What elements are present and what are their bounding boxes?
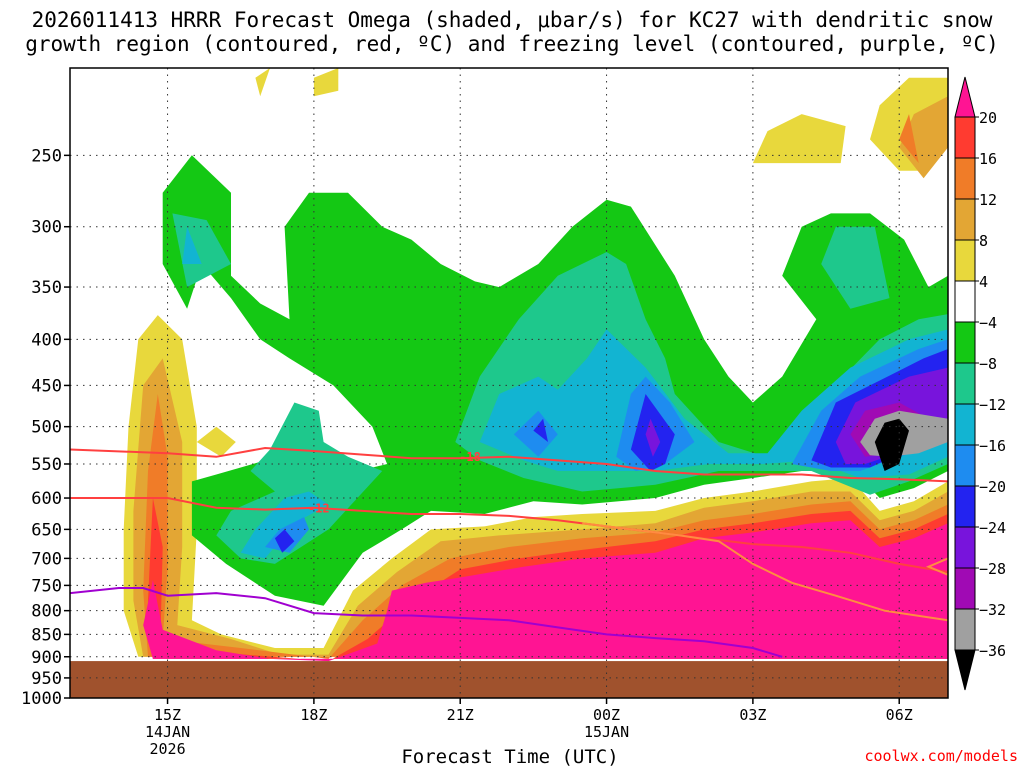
omega-fill--16-1	[513, 410, 558, 457]
y-tick-label: 250	[31, 146, 62, 166]
y-tick-label: 300	[31, 218, 62, 238]
colorbar-label: 20	[979, 109, 997, 127]
colorbar-label: −12	[979, 396, 1006, 414]
colorbar-box	[954, 444, 976, 487]
x-axis-title: Forecast Time (UTC)	[401, 746, 619, 768]
x-tick-label: 21Z	[447, 706, 474, 724]
x-tick-label: 00Z	[593, 706, 620, 724]
colorbar-box	[954, 280, 976, 323]
omega-fill-20-0	[143, 520, 948, 662]
colorbar-box	[954, 362, 976, 405]
temperature-contour-1	[70, 497, 948, 574]
temperature-contour-0	[70, 446, 948, 483]
omega-fill--36-0	[874, 418, 909, 471]
contour-lines	[70, 446, 948, 658]
omega-fill--24-0	[645, 418, 661, 457]
y-tick-label: 400	[31, 330, 62, 350]
colorbar-bottom-arrow	[954, 649, 976, 691]
colorbar-label: −8	[979, 355, 997, 373]
omega-fill-4-5	[313, 68, 339, 97]
x-tick-label: 15Z	[154, 706, 181, 724]
colorbar-box	[954, 239, 976, 282]
colorbar-box	[954, 116, 976, 159]
temperature-contour-4	[70, 587, 783, 658]
temperature-contour-label: -18	[459, 450, 481, 464]
omega-fill--12-2	[182, 226, 202, 264]
y-tick-label: 450	[31, 376, 62, 396]
y-tick-label: 800	[31, 602, 62, 622]
omega-fill--8-3	[821, 226, 890, 309]
y-tick-label: 750	[31, 576, 62, 596]
y-tick-label: 650	[31, 520, 62, 540]
chart-title-line-1: 2026011413 HRRR Forecast Omega (shaded, …	[31, 8, 993, 32]
colorbar-box	[954, 526, 976, 569]
temperature-contour-2	[582, 522, 948, 622]
y-tick-label: 950	[31, 669, 62, 689]
ground-layer	[70, 661, 948, 698]
colorbar-label: 16	[979, 150, 997, 168]
x-tick-label: 06Z	[886, 706, 913, 724]
omega-shading	[123, 68, 948, 662]
colorbar-label: −24	[979, 519, 1006, 537]
colorbar-box	[954, 157, 976, 200]
colorbar-box	[954, 485, 976, 528]
colorbar-label: −4	[979, 314, 997, 332]
colorbar-box	[954, 198, 976, 241]
y-tick-label: 350	[31, 278, 62, 298]
omega-fill-8-1	[899, 96, 948, 179]
colorbar-label: −36	[979, 642, 1006, 660]
colorbar-top-arrow	[954, 76, 976, 118]
y-tick-label: 1000	[21, 689, 62, 709]
colorbar-label: 12	[979, 191, 997, 209]
omega-fill-4-2	[752, 114, 846, 164]
omega-fill--20-0	[274, 529, 295, 553]
omega-fill--8-0	[216, 402, 383, 564]
x-tick-label: 2026	[149, 740, 185, 758]
colorbar-label: −16	[979, 437, 1006, 455]
y-tick-label: 850	[31, 625, 62, 645]
x-tick-label: 15JAN	[584, 723, 629, 741]
colorbar-label: −28	[979, 560, 1006, 578]
omega-fill-4-3	[196, 426, 236, 457]
y-tick-label: 500	[31, 418, 62, 438]
temperature-contour-3	[925, 557, 948, 576]
grid-lines	[70, 68, 948, 698]
ground-fill	[70, 661, 948, 698]
x-tick-label: 18Z	[300, 706, 327, 724]
colorbar-label: −20	[979, 478, 1006, 496]
omega-fill-4-4	[255, 68, 270, 97]
y-tick-label: 600	[31, 489, 62, 509]
colorbar-label: −32	[979, 601, 1006, 619]
chart-title-line-2: growth region (contoured, red, ºC) and f…	[25, 32, 999, 56]
colorbar: 20 16 12 8 4 −4 −8 −12 −16 −20 −24 −28 −32 −36	[954, 76, 1006, 691]
credit-link[interactable]: coolwx.com/models	[864, 747, 1018, 765]
plot-frame	[69, 67, 949, 699]
colorbar-box	[954, 567, 976, 610]
x-tick-label: 14JAN	[145, 723, 190, 741]
colorbar-label: 8	[979, 232, 988, 250]
colorbar-box	[954, 608, 976, 651]
y-tick-label: 700	[31, 549, 62, 569]
y-axis: 250 300 350 400 450 500 550 600 650 700 750 800 850 9…	[21, 146, 70, 709]
x-tick-label: 03Z	[739, 706, 766, 724]
contour-labels: -18 -12	[308, 450, 481, 516]
y-tick-label: 550	[31, 455, 62, 475]
omega-fill--20-1	[533, 418, 548, 442]
colorbar-box	[954, 403, 976, 446]
omega-fill-12-1	[899, 114, 919, 164]
temperature-contour-label: -12	[308, 501, 330, 515]
y-tick-label: 900	[31, 648, 62, 668]
colorbar-label: 4	[979, 273, 988, 291]
colorbar-box	[954, 321, 976, 364]
